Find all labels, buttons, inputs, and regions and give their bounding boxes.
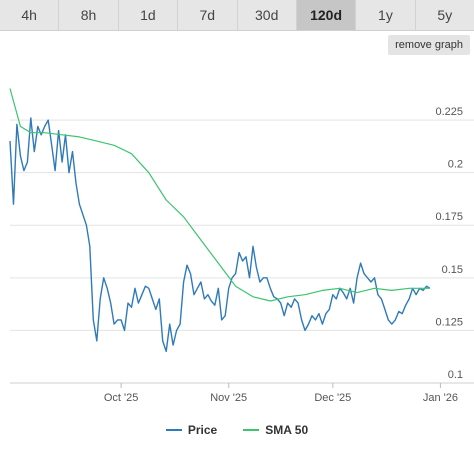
timeframe-tabs: 4h 8h 1d 7d 30d 120d 1y 5y — [0, 0, 474, 31]
tab-8h[interactable]: 8h — [59, 0, 119, 30]
tab-7d[interactable]: 7d — [178, 0, 238, 30]
legend-swatch — [165, 429, 182, 431]
tab-5y[interactable]: 5y — [437, 7, 453, 23]
price-chart: 0.1 0.125 0.15 0.175 0.2 0.225 Oct '25 Nov '25 D… — [9, 88, 474, 402]
legend-label: Price — [187, 423, 218, 437]
tab-1d[interactable]: 1d — [119, 0, 179, 30]
tab-120d[interactable]: 120d — [296, 0, 357, 30]
y-tick-label: 0.2 — [448, 159, 463, 171]
legend-item-price[interactable]: Price — [165, 421, 218, 439]
series-line-price — [9, 117, 431, 353]
y-tick-label: 0.1 — [448, 369, 463, 381]
y-tick-label: 0.15 — [442, 264, 463, 276]
chart-legend: Price SMA 50 — [0, 421, 474, 439]
x-tick-label: Dec '25 — [314, 392, 351, 402]
legend-swatch — [243, 429, 260, 431]
tab-1y[interactable]: 1y — [356, 0, 416, 30]
legend-item-sma-50[interactable]: SMA 50 — [243, 421, 308, 439]
x-tick-label: Jan '26 — [423, 392, 458, 402]
y-tick-label: 0.175 — [435, 211, 463, 223]
x-tick-label: Nov '25 — [210, 392, 247, 402]
x-tick-label: Oct '25 — [104, 392, 139, 402]
y-tick-label: 0.125 — [435, 316, 463, 328]
legend-label: SMA 50 — [265, 423, 309, 437]
y-tick-label: 0.225 — [435, 106, 463, 118]
remove-graph-button[interactable]: remove graph — [388, 35, 470, 55]
tab-4h[interactable]: 4h — [0, 0, 60, 30]
series-line-sma-50 — [9, 88, 430, 302]
tab-30d[interactable]: 30d — [238, 0, 297, 30]
